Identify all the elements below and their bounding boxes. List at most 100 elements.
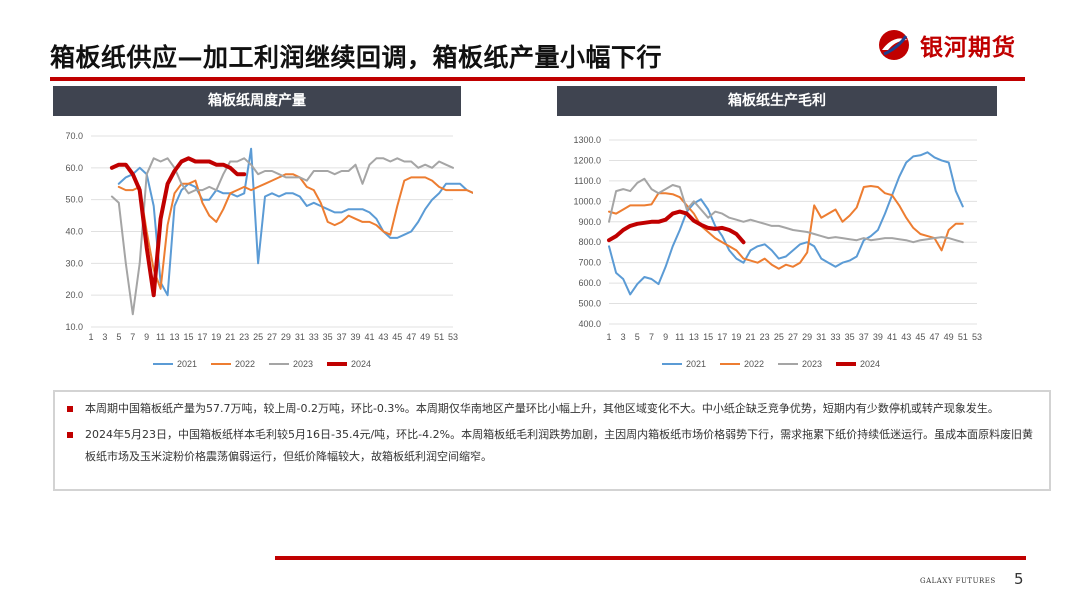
x-tick-label: 25 [253,332,263,342]
x-tick-label: 3 [621,332,626,342]
legend-label: 2023 [802,359,822,369]
y-tick-label: 1300.0 [573,135,601,145]
legend-label: 2024 [351,359,371,369]
series-line-2024 [607,209,746,245]
x-tick-label: 9 [663,332,668,342]
series-line-2024 [109,156,247,298]
x-tick-label: 1 [88,332,93,342]
x-tick-label: 51 [958,332,968,342]
y-tick-label: 20.0 [65,290,83,300]
x-tick-label: 49 [944,332,954,342]
x-tick-label: 47 [406,332,416,342]
note-item: 2024年5月23日，中国箱板纸样本毛利较5月16日-35.4元/吨，环比-4.… [67,424,1037,468]
series-line-2023 [608,177,964,244]
x-tick-label: 33 [830,332,840,342]
x-tick-label: 49 [420,332,430,342]
x-tick-label: 45 [915,332,925,342]
x-tick-label: 27 [267,332,277,342]
x-tick-label: 21 [225,332,235,342]
x-tick-label: 7 [130,332,135,342]
x-tick-label: 1 [606,332,611,342]
x-tick-label: 41 [364,332,374,342]
x-tick-label: 13 [170,332,180,342]
legend-label: 2022 [744,359,764,369]
y-tick-label: 800.0 [578,237,601,247]
left-chart-header: 箱板纸周度产量 [53,86,461,116]
x-tick-label: 3 [102,332,107,342]
bullet-icon [67,406,73,412]
notes-box: 本周期中国箱板纸产量为57.7万吨，较上周-0.2万吨，环比-0.3%。本周期仅… [53,390,1051,491]
y-tick-label: 10.0 [65,322,83,332]
y-tick-label: 900.0 [578,217,601,227]
x-tick-label: 5 [635,332,640,342]
note-text: 本周期中国箱板纸产量为57.7万吨，较上周-0.2万吨，环比-0.3%。本周期仅… [85,402,999,415]
x-tick-label: 31 [295,332,305,342]
series-line-2021 [608,151,964,296]
x-tick-label: 21 [746,332,756,342]
x-tick-label: 29 [281,332,291,342]
x-tick-label: 43 [901,332,911,342]
x-tick-label: 9 [144,332,149,342]
right-chart-header: 箱板纸生产毛利 [557,86,997,116]
left-chart: 10.0 20.0 30.0 40.0 50.0 60.0 70.0 1 3 5 7 9 11 13 15 1… [53,122,473,377]
x-tick-label: 43 [378,332,388,342]
x-tick-label: 47 [930,332,940,342]
y-tick-label: 1200.0 [573,155,601,165]
legend-label: 2022 [235,359,255,369]
series-line-2022 [608,185,964,270]
legend-label: 2021 [686,359,706,369]
galaxy-logo-icon [879,30,909,60]
gross-profit-chart: 400.0 500.0 600.0 700.0 800.0 900.0 1000.0 1100… [573,135,982,369]
x-tick-label: 45 [392,332,402,342]
x-tick-label: 51 [434,332,444,342]
y-tick-label: 500.0 [578,299,601,309]
x-tick-label: 15 [703,332,713,342]
footer-rule [275,556,1026,560]
x-tick-label: 53 [448,332,458,342]
y-tick-label: 40.0 [65,227,83,237]
x-tick-label: 35 [845,332,855,342]
x-tick-label: 41 [887,332,897,342]
footer-text: GALAXY FUTURES [920,577,996,585]
x-tick-label: 27 [788,332,798,342]
galaxy-logo: 银河期货 [874,28,1016,62]
x-tick-label: 39 [351,332,361,342]
right-chart: 400.0 500.0 600.0 700.0 800.0 900.0 1000.0 1100… [557,122,997,377]
bullet-icon [67,432,73,438]
x-tick-label: 31 [816,332,826,342]
x-tick-label: 53 [972,332,982,342]
x-tick-label: 23 [239,332,249,342]
page-number: 5 [1014,570,1024,588]
x-tick-label: 5 [116,332,121,342]
y-tick-label: 70.0 [65,131,83,141]
y-tick-label: 30.0 [65,258,83,268]
x-tick-label: 35 [323,332,333,342]
x-tick-label: 13 [689,332,699,342]
legend-label: 2023 [293,359,313,369]
x-tick-label: 23 [760,332,770,342]
note-text: 2024年5月23日，中国箱板纸样本毛利较5月16日-35.4元/吨，环比-4.… [85,428,1034,463]
x-tick-label: 25 [774,332,784,342]
y-tick-label: 60.0 [65,163,83,173]
x-tick-label: 37 [337,332,347,342]
y-tick-label: 600.0 [578,278,601,288]
series-line-2021 [117,147,473,297]
x-tick-label: 17 [717,332,727,342]
slide-title: 箱板纸供应—加工利润继续回调，箱板纸产量小幅下行 [50,43,663,72]
x-tick-label: 29 [802,332,812,342]
x-tick-label: 11 [156,332,165,342]
x-tick-label: 11 [675,332,684,342]
logo-text: 银河期货 [920,35,1016,61]
y-tick-label: 1100.0 [574,176,601,186]
x-tick-label: 17 [197,332,207,342]
title-rule [50,77,1025,81]
x-tick-label: 19 [211,332,221,342]
x-tick-label: 19 [731,332,741,342]
series-line-2023 [110,157,454,316]
x-tick-label: 37 [859,332,869,342]
x-tick-label: 33 [309,332,319,342]
weekly-production-chart: 10.020.030.040.050.060.070.01 3 5 7 9 11 13 15 1… [65,131,473,369]
note-item: 本周期中国箱板纸产量为57.7万吨，较上周-0.2万吨，环比-0.3%。本周期仅… [67,398,1037,420]
y-tick-label: 400.0 [578,319,601,329]
series-line-2022 [117,173,473,290]
